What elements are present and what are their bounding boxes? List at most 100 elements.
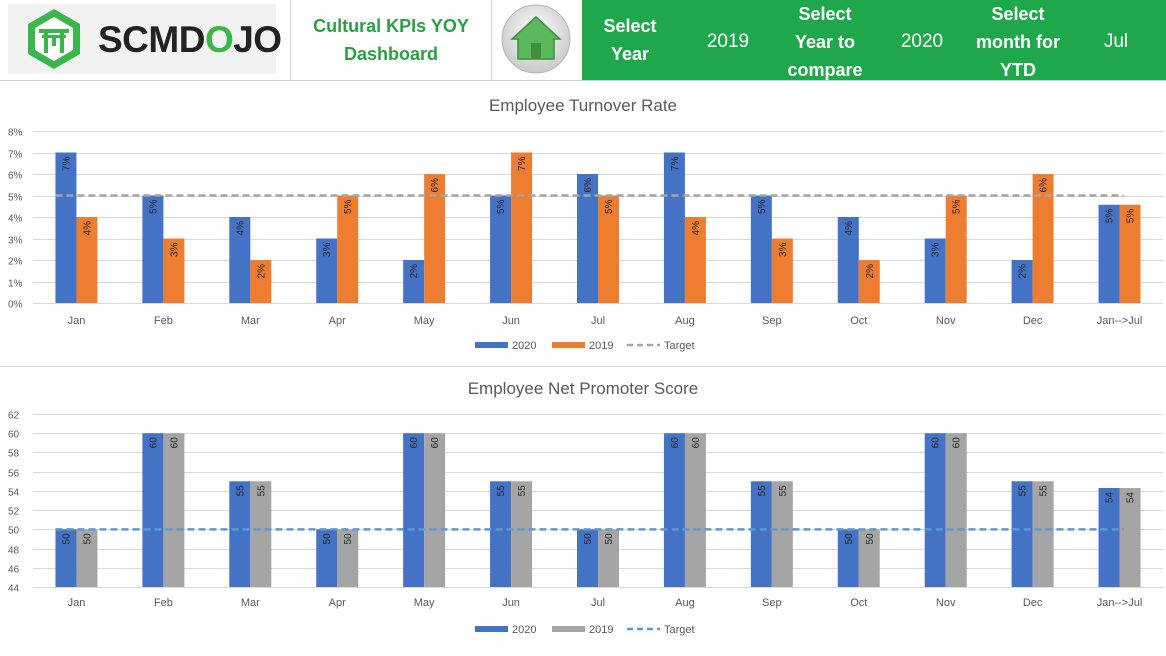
- x-tick-label: Nov: [936, 315, 956, 327]
- y-tick-label: 3%: [8, 236, 23, 247]
- bar-2020-Jul: [577, 174, 598, 303]
- compare-year-value[interactable]: 2020: [900, 31, 944, 52]
- y-tick-label: 8%: [8, 128, 23, 139]
- bar-2019-Feb: [163, 238, 185, 303]
- x-tick-label: Jan: [68, 315, 86, 327]
- y-tick-label: 4%: [8, 214, 23, 225]
- data-label: 2%: [865, 264, 876, 279]
- selection-bar: Select Year 2019 Select Year to compare …: [582, 0, 1166, 80]
- ytd-month-label: Select month for YTD: [976, 4, 1060, 80]
- data-label: 60: [931, 437, 942, 449]
- data-label: 4%: [844, 221, 855, 236]
- data-label: 50: [865, 533, 876, 545]
- x-tick-label: Apr: [329, 597, 346, 609]
- bar-2019-Nov: [945, 195, 967, 303]
- data-label: 2%: [256, 264, 267, 279]
- home-button-icon[interactable]: [500, 3, 572, 75]
- logo-wordmark: SCMDOJO: [98, 19, 282, 60]
- ytd-month-value[interactable]: Jul: [1103, 31, 1129, 52]
- data-label: 55: [778, 485, 789, 497]
- x-tick-label: Mar: [241, 597, 260, 609]
- bar-2020-Jan: [55, 529, 77, 587]
- home-cell: [492, 0, 580, 80]
- data-label: 60: [691, 437, 702, 449]
- x-tick-label: May: [414, 315, 435, 327]
- bar-2019-Jun: [511, 481, 533, 587]
- data-label: 5%: [148, 199, 159, 214]
- bar-2020-Jan-->Jul: [1098, 204, 1120, 303]
- bar-2019-May: [424, 174, 446, 303]
- legend-swatch: [552, 626, 585, 632]
- data-label: 50: [322, 533, 333, 545]
- bar-2020-Nov: [924, 238, 946, 303]
- bar-2020-Sep: [750, 195, 772, 303]
- charts-svg: Employee Turnover Rate 0% 1% 2% 3% 4% 5% 6% 7% 8%…: [0, 96, 1166, 636]
- y-tick-label: 1%: [8, 279, 23, 290]
- data-label: 54: [1126, 492, 1137, 504]
- charts-area: Employee Turnover Rate 0% 1% 2% 3% 4% 5% 6% 7% 8%…: [0, 80, 1166, 651]
- data-label: 50: [604, 533, 615, 545]
- chart-turnover: Employee Turnover Rate 0% 1% 2% 3% 4% 5% 6% 7% 8%…: [8, 96, 1163, 352]
- x-tick-label: Apr: [329, 315, 346, 327]
- x-tick-label: May: [414, 597, 435, 609]
- bar-2019-Feb: [163, 433, 185, 587]
- data-label: 60: [169, 437, 180, 449]
- bar-2019-Aug: [684, 433, 706, 587]
- data-label: 2%: [1018, 264, 1029, 279]
- x-tick-label: Sep: [762, 315, 782, 327]
- bar-2019-Nov: [945, 433, 967, 587]
- select-year-value[interactable]: 2019: [706, 31, 750, 52]
- legend-label: 2019: [589, 340, 613, 352]
- data-label: 60: [430, 437, 441, 449]
- data-label: 5%: [757, 199, 768, 214]
- bar-2020-Sep: [750, 481, 772, 587]
- x-tick-label: Jun: [502, 597, 520, 609]
- select-year-label: Select Year: [603, 16, 657, 64]
- bar-2020-Mar: [229, 217, 251, 303]
- bar-2019-May: [424, 433, 446, 587]
- bar-2020-Jun: [490, 195, 512, 303]
- dashboard-header: SCMDOJO Cultural KPIs YOY Dashboard Sele…: [0, 0, 1166, 80]
- bar-2019-Apr: [337, 529, 359, 587]
- bar-2020-Dec: [1011, 260, 1033, 303]
- bar-2020-Jul: [577, 529, 598, 587]
- data-label: 5%: [496, 199, 507, 214]
- bar-2019-Jul: [598, 529, 619, 587]
- x-tick-label: Feb: [154, 315, 173, 327]
- bar-2019-Oct: [858, 260, 880, 303]
- logo: SCMDOJO: [8, 4, 282, 74]
- data-label: 55: [496, 485, 507, 497]
- legend-swatch: [475, 342, 508, 348]
- bar-2019-Jun: [511, 152, 533, 303]
- data-label: 55: [757, 485, 768, 497]
- data-label: 54: [1105, 492, 1116, 504]
- bar-2020-Feb: [142, 195, 164, 303]
- y-tick-label: 48: [8, 546, 20, 557]
- y-tick-label: 44: [8, 584, 20, 595]
- x-tick-label: Jul: [591, 597, 605, 609]
- data-label: 6%: [583, 178, 594, 193]
- bar-2019-Jan-->Jul: [1119, 488, 1141, 587]
- x-tick-label: Jul: [591, 315, 605, 327]
- bar-2019-Oct: [858, 529, 880, 587]
- bar-2019-Sep: [771, 238, 793, 303]
- data-label: 50: [61, 533, 72, 545]
- data-label: 5%: [604, 199, 615, 214]
- data-label: 3%: [778, 242, 789, 257]
- y-tick-label: 50: [8, 526, 20, 537]
- x-tick-label: Feb: [154, 597, 173, 609]
- bar-2019-Mar: [250, 481, 272, 587]
- data-label: 4%: [691, 221, 702, 236]
- legend-label: Target: [664, 624, 695, 636]
- bar-2019-Jan: [76, 217, 98, 303]
- data-label: 50: [844, 533, 855, 545]
- bar-2020-Jan-->Jul: [1098, 488, 1120, 587]
- data-label: 5%: [343, 199, 354, 214]
- y-tick-label: 60: [8, 430, 20, 441]
- data-label: 7%: [670, 156, 681, 171]
- bar-2020-Jun: [490, 481, 512, 587]
- x-tick-label: Jun: [502, 315, 520, 327]
- data-label: 3%: [931, 242, 942, 257]
- bar-2019-Dec: [1032, 481, 1054, 587]
- bar-2019-Jul: [598, 195, 619, 303]
